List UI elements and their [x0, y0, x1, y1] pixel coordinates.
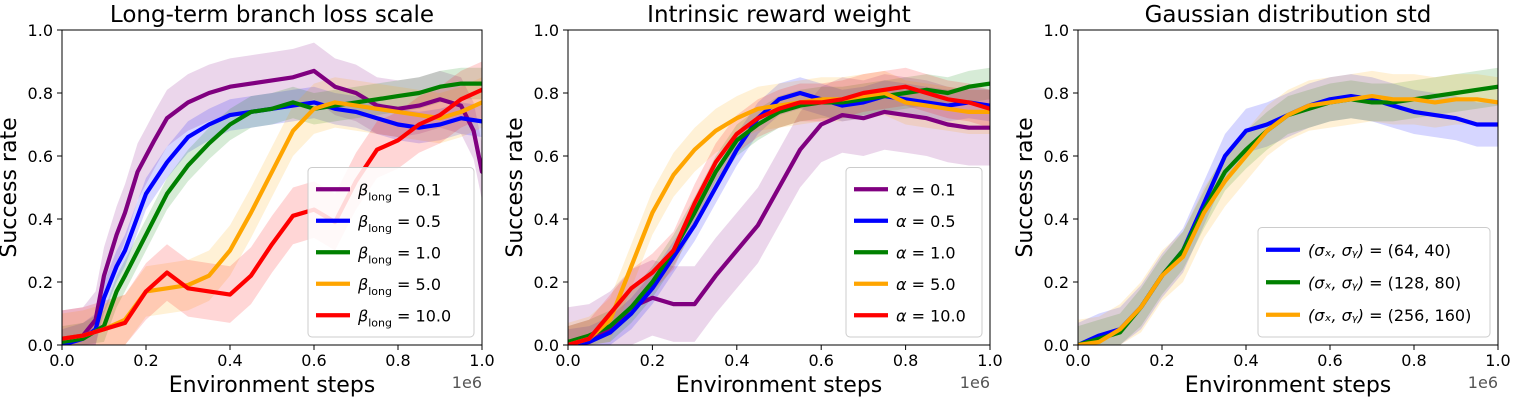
series-line-1 [62, 68, 482, 341]
series-line-5 [62, 87, 482, 341]
x-tick-label: 1.0 [977, 351, 1002, 370]
y-tick-label: 0.8 [534, 84, 559, 103]
y-tick-label: 0.4 [534, 210, 559, 229]
x-tick-label: 0.2 [640, 351, 665, 370]
legend-label-2: α = 0.5 [896, 212, 956, 231]
plot-frame [567, 29, 991, 346]
y-tick-label: 0.6 [534, 147, 559, 166]
series-band-2 [1078, 67, 1498, 345]
plot-frame [61, 29, 483, 346]
x-offset-label: 1e6 [452, 373, 482, 392]
series-line-4 [568, 90, 990, 345]
x-tick-label: 0.6 [1317, 351, 1342, 370]
legend-label-5: βlong = 10.0 [357, 306, 451, 329]
chart-panel-1: Long-term branch loss scale 0.0 0.2 0.4 0.6 0… [0, 2, 495, 398]
chart-panel-3: Gaussian distribution std 0.0 0.2 0.4 0.6 0.8… [1013, 2, 1511, 398]
series-band-2 [62, 86, 482, 345]
legend-label-4: βlong = 5.0 [357, 275, 441, 298]
legend: (σₓ, σᵧ) = (64, 40) (σₓ, σᵧ) = (128, 80) (… [1257, 227, 1491, 338]
chart-panel-2: Intrinsic reward weight 0.0 0.2 0.4 0.6 0.8 1.… [503, 2, 1003, 398]
x-axis-label: Environment steps [676, 373, 883, 398]
chart-title: Intrinsic reward weight [647, 2, 911, 28]
legend-box [1257, 227, 1491, 338]
legend: βlong = 0.1 βlong = 0.5 βlong = 1.0 βlong =… [307, 167, 475, 338]
series-line-2 [568, 90, 990, 345]
series-line-3 [62, 81, 482, 344]
y-axis-label: Success rate [1013, 117, 1038, 257]
legend-label-1: (σₓ, σᵧ) = (64, 40) [1308, 241, 1451, 260]
plot-frame [1077, 29, 1499, 346]
series-band-4 [62, 77, 482, 345]
x-offset-label: 1e6 [1468, 373, 1498, 392]
y-tick-label: 0.0 [534, 336, 559, 355]
x-tick-label: 0.0 [49, 351, 74, 370]
legend-label-3: (σₓ, σᵧ) = (256, 160) [1308, 306, 1471, 325]
y-tick-label: 0.6 [28, 147, 53, 166]
series-group [568, 67, 990, 345]
y-tick-label: 0.4 [1044, 210, 1069, 229]
x-axis-label: Environment steps [169, 373, 376, 398]
legend-box [845, 167, 983, 338]
y-tick-label: 0.4 [28, 210, 53, 229]
x-tick-label: 0.8 [385, 351, 410, 370]
y-tick-label: 1.0 [1044, 21, 1069, 40]
chart-title: Gaussian distribution std [1145, 2, 1432, 28]
series-band-3 [1078, 70, 1498, 345]
x-tick-label: 0.4 [1233, 351, 1258, 370]
x-tick-label: 0.4 [724, 351, 749, 370]
x-tick-label: 0.2 [1149, 351, 1174, 370]
y-tick-label: 0.6 [1044, 147, 1069, 166]
series-band-3 [62, 67, 482, 345]
x-tick-label: 0.6 [808, 351, 833, 370]
x-tick-label: 0.0 [555, 351, 580, 370]
y-tick-label: 1.0 [534, 21, 559, 40]
x-tick-label: 0.4 [217, 351, 242, 370]
legend-label-3: βlong = 1.0 [357, 243, 441, 266]
y-tick-label: 0.0 [28, 336, 53, 355]
x-tick-label: 0.8 [893, 351, 918, 370]
legend: α = 0.1 α = 0.5 α = 1.0 α = 5.0 α = 10.0 [845, 167, 983, 338]
series-group [62, 42, 482, 345]
legend-label-2: (σₓ, σᵧ) = (128, 80) [1308, 273, 1461, 292]
legend-label-1: βlong = 0.1 [357, 180, 441, 203]
x-offset-label: 1e6 [960, 373, 990, 392]
legend-label-2: βlong = 0.5 [357, 212, 441, 235]
x-tick-label: 1.0 [1485, 351, 1510, 370]
series-group [1078, 67, 1498, 345]
series-line-3 [1078, 94, 1498, 345]
x-axis-label: Environment steps [1185, 373, 1392, 398]
y-tick-label: 0.8 [1044, 84, 1069, 103]
y-tick-label: 0.2 [28, 273, 53, 292]
chart-title: Long-term branch loss scale [110, 2, 434, 28]
y-tick-label: 0.2 [1044, 273, 1069, 292]
legend-box [307, 167, 475, 338]
y-axis-label: Success rate [0, 117, 22, 257]
y-tick-label: 0.2 [534, 273, 559, 292]
x-tick-label: 1.0 [469, 351, 494, 370]
series-line-5 [568, 84, 990, 345]
legend-label-5: α = 10.0 [896, 306, 966, 325]
y-tick-label: 1.0 [28, 21, 53, 40]
series-band-1 [568, 74, 990, 345]
x-tick-label: 0.0 [1065, 351, 1090, 370]
y-tick-label: 0.8 [28, 84, 53, 103]
y-tick-label: 0.0 [1044, 336, 1069, 355]
y-axis-label: Success rate [503, 117, 528, 257]
legend-label-1: α = 0.1 [896, 180, 956, 199]
x-tick-label: 0.2 [133, 351, 158, 370]
legend-label-3: α = 1.0 [896, 243, 956, 262]
x-tick-label: 0.6 [301, 351, 326, 370]
legend-label-4: α = 5.0 [896, 275, 956, 294]
x-tick-label: 0.8 [1401, 351, 1426, 370]
